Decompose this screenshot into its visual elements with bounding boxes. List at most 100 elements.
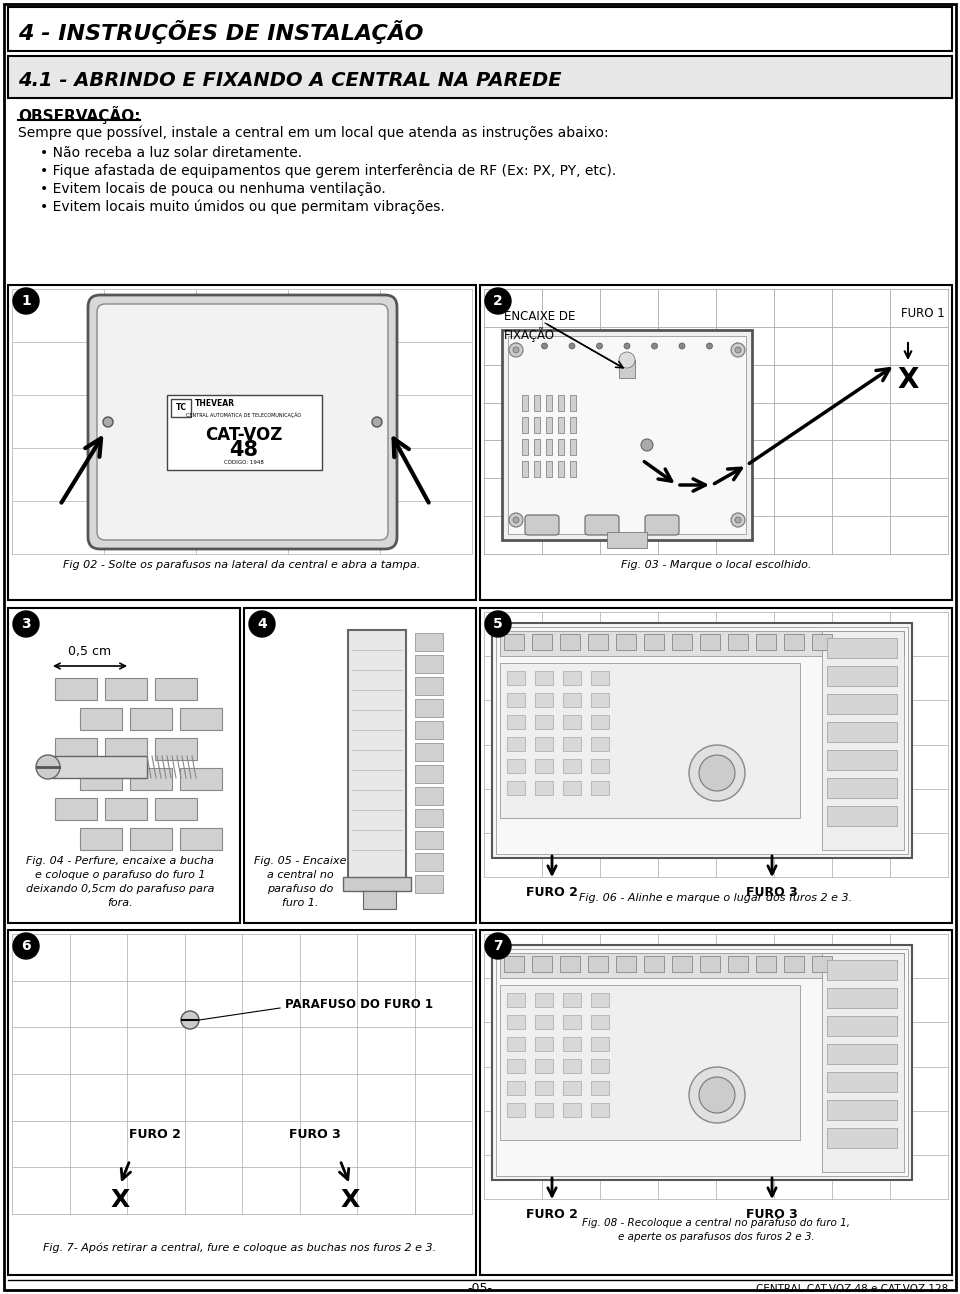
Circle shape <box>509 343 523 357</box>
Bar <box>535 1102 553 1117</box>
Circle shape <box>734 343 740 349</box>
Bar <box>8 285 476 600</box>
Bar <box>558 395 564 411</box>
Bar <box>55 738 97 760</box>
Text: PARAFUSO DO FURO 1: PARAFUSO DO FURO 1 <box>285 999 433 1012</box>
Bar <box>563 992 581 1007</box>
Bar <box>827 751 897 770</box>
Bar <box>558 461 564 477</box>
Bar <box>504 634 524 650</box>
Text: X: X <box>898 366 919 393</box>
Circle shape <box>485 611 511 637</box>
Bar <box>105 678 147 700</box>
Bar <box>563 1014 581 1029</box>
Bar <box>812 634 832 650</box>
Bar <box>500 663 800 818</box>
Bar <box>644 634 664 650</box>
Text: • Fique afastada de equipamentos que gerem interferência de RF (Ex: PX, PY, etc): • Fique afastada de equipamentos que ger… <box>40 164 616 179</box>
Bar <box>756 956 776 972</box>
Bar <box>507 1080 525 1095</box>
Bar <box>415 831 443 849</box>
Bar <box>507 694 525 707</box>
Bar <box>546 395 552 411</box>
Bar <box>756 634 776 650</box>
Bar <box>80 828 122 850</box>
Bar <box>180 708 222 730</box>
Bar <box>415 699 443 717</box>
Circle shape <box>731 343 745 357</box>
Circle shape <box>514 343 520 349</box>
Circle shape <box>513 518 519 523</box>
Text: CENTRAL CAT-VOZ 48 e CAT-VOZ 128: CENTRAL CAT-VOZ 48 e CAT-VOZ 128 <box>756 1284 948 1294</box>
Bar <box>534 439 540 455</box>
Circle shape <box>36 754 60 779</box>
Bar <box>827 666 897 686</box>
Bar <box>827 778 897 798</box>
Text: 48: 48 <box>229 440 258 459</box>
Text: FURO 1: FURO 1 <box>901 307 945 320</box>
Bar <box>415 721 443 739</box>
Bar <box>616 956 636 972</box>
Bar <box>415 787 443 805</box>
Circle shape <box>652 343 658 349</box>
Circle shape <box>372 417 382 427</box>
Bar <box>827 1100 897 1121</box>
Bar <box>563 672 581 685</box>
Bar <box>52 756 147 778</box>
Bar <box>644 956 664 972</box>
Bar <box>55 678 97 700</box>
Text: 4: 4 <box>257 617 267 631</box>
Circle shape <box>735 518 741 523</box>
Text: Fig. 03 - Marque o local escolhido.: Fig. 03 - Marque o local escolhido. <box>621 560 811 569</box>
Bar <box>8 6 952 50</box>
Bar <box>348 630 406 885</box>
Bar <box>522 417 528 433</box>
Bar <box>563 1058 581 1073</box>
Bar <box>827 960 897 980</box>
Text: 0,5 cm: 0,5 cm <box>68 644 111 659</box>
Text: ENCAIXE DE
FIXAÇÃO: ENCAIXE DE FIXAÇÃO <box>504 311 575 342</box>
Bar <box>504 956 524 972</box>
Text: TC: TC <box>176 404 186 413</box>
Text: Fig. 05 - Encaixe
a central no
parafuso do
furo 1.: Fig. 05 - Encaixe a central no parafuso … <box>253 857 347 908</box>
Bar <box>415 809 443 827</box>
Circle shape <box>569 343 575 349</box>
Bar <box>534 461 540 477</box>
Bar <box>502 330 752 540</box>
Circle shape <box>735 347 741 353</box>
Bar <box>492 622 912 858</box>
Bar <box>535 716 553 729</box>
Text: • Evitem locais de pouca ou nenhuma ventilação.: • Evitem locais de pouca ou nenhuma vent… <box>40 182 386 195</box>
Bar <box>591 716 609 729</box>
Bar <box>591 992 609 1007</box>
Bar <box>171 399 191 417</box>
Bar <box>55 798 97 820</box>
Text: 5: 5 <box>493 617 503 631</box>
Circle shape <box>699 754 735 791</box>
Text: 2: 2 <box>493 294 503 308</box>
Text: Fig. 06 - Alinhe e marque o lugar dos furos 2 e 3.: Fig. 06 - Alinhe e marque o lugar dos fu… <box>580 893 852 903</box>
Bar <box>591 782 609 795</box>
FancyBboxPatch shape <box>585 515 619 534</box>
Bar <box>507 1036 525 1051</box>
Bar <box>535 760 553 773</box>
Text: -05-: -05- <box>468 1282 492 1294</box>
Bar <box>492 945 912 1180</box>
Bar <box>827 806 897 826</box>
Bar <box>812 956 832 972</box>
Bar <box>570 461 576 477</box>
Text: FURO 3: FURO 3 <box>289 1128 341 1141</box>
Bar <box>822 952 904 1172</box>
Circle shape <box>689 745 745 801</box>
Circle shape <box>181 1011 199 1029</box>
Bar <box>563 738 581 751</box>
FancyBboxPatch shape <box>88 295 397 549</box>
Bar <box>591 1014 609 1029</box>
Text: FURO 2: FURO 2 <box>129 1128 180 1141</box>
Bar <box>155 678 197 700</box>
Bar <box>827 1128 897 1148</box>
Bar <box>563 716 581 729</box>
Bar <box>507 992 525 1007</box>
Bar <box>415 765 443 783</box>
Bar <box>535 672 553 685</box>
